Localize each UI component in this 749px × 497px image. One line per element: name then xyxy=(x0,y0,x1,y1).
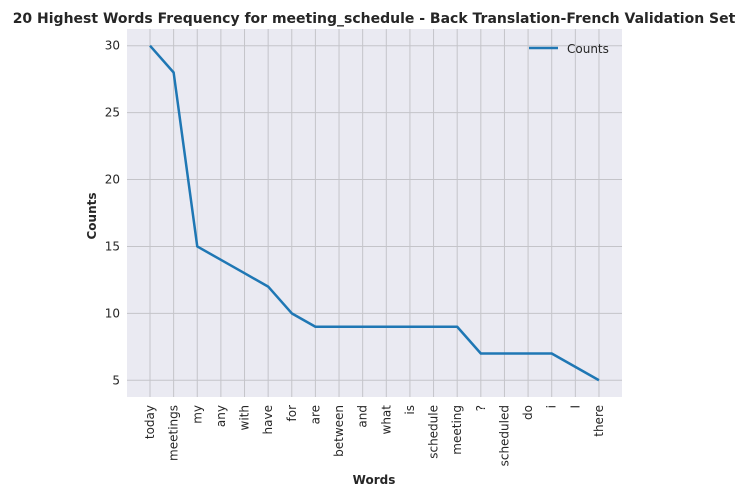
x-tick-label: between xyxy=(332,405,346,457)
legend: Counts xyxy=(529,42,609,56)
legend-label-counts: Counts xyxy=(567,42,609,56)
x-tick-labels: today meetings my any with have for are between a… xyxy=(143,405,606,467)
x-tick-label: what xyxy=(379,405,393,435)
y-tick-label: 30 xyxy=(105,39,120,53)
x-tick-label: there xyxy=(592,405,606,437)
x-tick-label: do xyxy=(521,405,535,420)
x-tick-label: is xyxy=(403,405,417,415)
chart-title: 20 Highest Words Frequency for meeting_s… xyxy=(13,11,736,27)
x-tick-label: any xyxy=(214,405,228,427)
x-tick-label: i xyxy=(545,405,559,408)
series-layer xyxy=(149,44,600,382)
y-tick-label: 25 xyxy=(105,106,120,120)
y-tick-label: 15 xyxy=(105,239,120,253)
y-grid xyxy=(127,45,622,381)
x-tick-label: for xyxy=(285,405,299,422)
x-tick-label: scheduled xyxy=(497,405,511,466)
x-tick-label: my xyxy=(190,405,204,424)
y-tick-label: 20 xyxy=(105,173,120,187)
y-tick-label: 5 xyxy=(112,373,120,387)
x-grid xyxy=(149,29,600,397)
y-tick-label: 10 xyxy=(105,306,120,320)
x-tick-label: are xyxy=(308,405,322,424)
y-axis-label: Counts xyxy=(85,192,99,239)
x-tick-label: meetings xyxy=(167,405,181,461)
x-tick-label: ? xyxy=(474,405,488,411)
x-axis-label: Words xyxy=(353,473,396,487)
x-tick-label: meeting xyxy=(450,405,464,455)
x-tick-label: with xyxy=(238,405,252,430)
x-tick-label: schedule xyxy=(427,405,441,459)
series-line-counts xyxy=(149,44,600,382)
x-tick-label: today xyxy=(143,405,157,439)
x-tick-label: and xyxy=(356,405,370,428)
y-tick-labels: 5 10 15 20 25 30 xyxy=(105,39,120,388)
x-tick-label: I xyxy=(568,405,582,409)
x-tick-label: have xyxy=(261,405,275,434)
plot-area xyxy=(127,29,622,397)
